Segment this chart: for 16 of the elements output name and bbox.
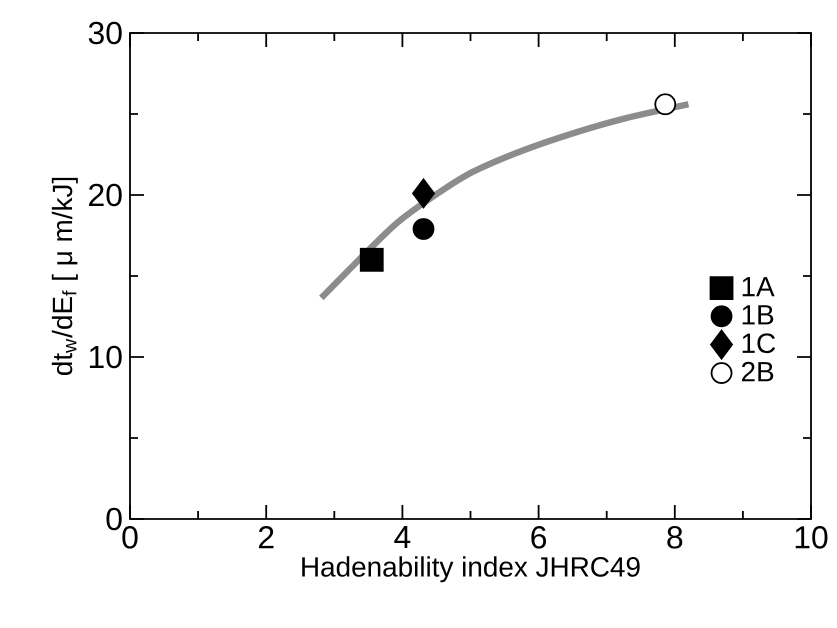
x-tick-label: 4 [394,526,410,548]
x-tick-label: 10 [796,526,828,549]
y-tick-label: 0 [106,508,122,530]
y-tick-label: 20 [89,184,122,206]
x-tick-label: 2 [258,526,274,548]
legend-label: 1A [742,277,775,296]
legend-label: 2B [742,362,774,382]
x-tick-label: 8 [667,526,682,549]
legend-label: 1B [742,305,774,324]
legend-label: 1C [742,333,776,354]
x-tick-label: 0 [122,526,138,549]
y-axis-title: dt$_{w}$/dE$_{f}$ [ μ m/kJ] [52,178,78,376]
x-axis-title: Hadenability index JHRC49 [302,556,640,582]
x-tick-label: 6 [531,526,546,549]
y-tick-label: 10 [90,346,122,368]
y-tick-label: 30 [88,22,122,44]
